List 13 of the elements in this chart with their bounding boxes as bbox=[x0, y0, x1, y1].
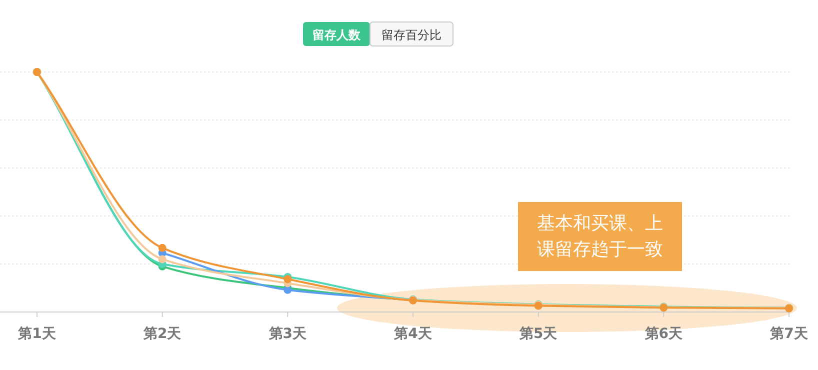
x-tick-label: 第6天 bbox=[644, 326, 684, 342]
x-tick-label: 第1天 bbox=[17, 326, 57, 342]
x-tick-label: 第7天 bbox=[769, 326, 809, 342]
x-tick-label: 第5天 bbox=[518, 326, 558, 342]
annotation: 基本和买课、上课留存趋于一致 bbox=[537, 213, 663, 260]
text: 留存人数 bbox=[312, 28, 362, 42]
x-tick-label: 第3天 bbox=[268, 326, 308, 342]
point bbox=[284, 275, 292, 284]
point bbox=[158, 255, 166, 264]
text: 留存百分比 bbox=[382, 28, 442, 42]
x-tick-label: 第4天 bbox=[393, 326, 433, 342]
x-tick-label: 第2天 bbox=[142, 326, 182, 342]
point bbox=[158, 244, 166, 252]
